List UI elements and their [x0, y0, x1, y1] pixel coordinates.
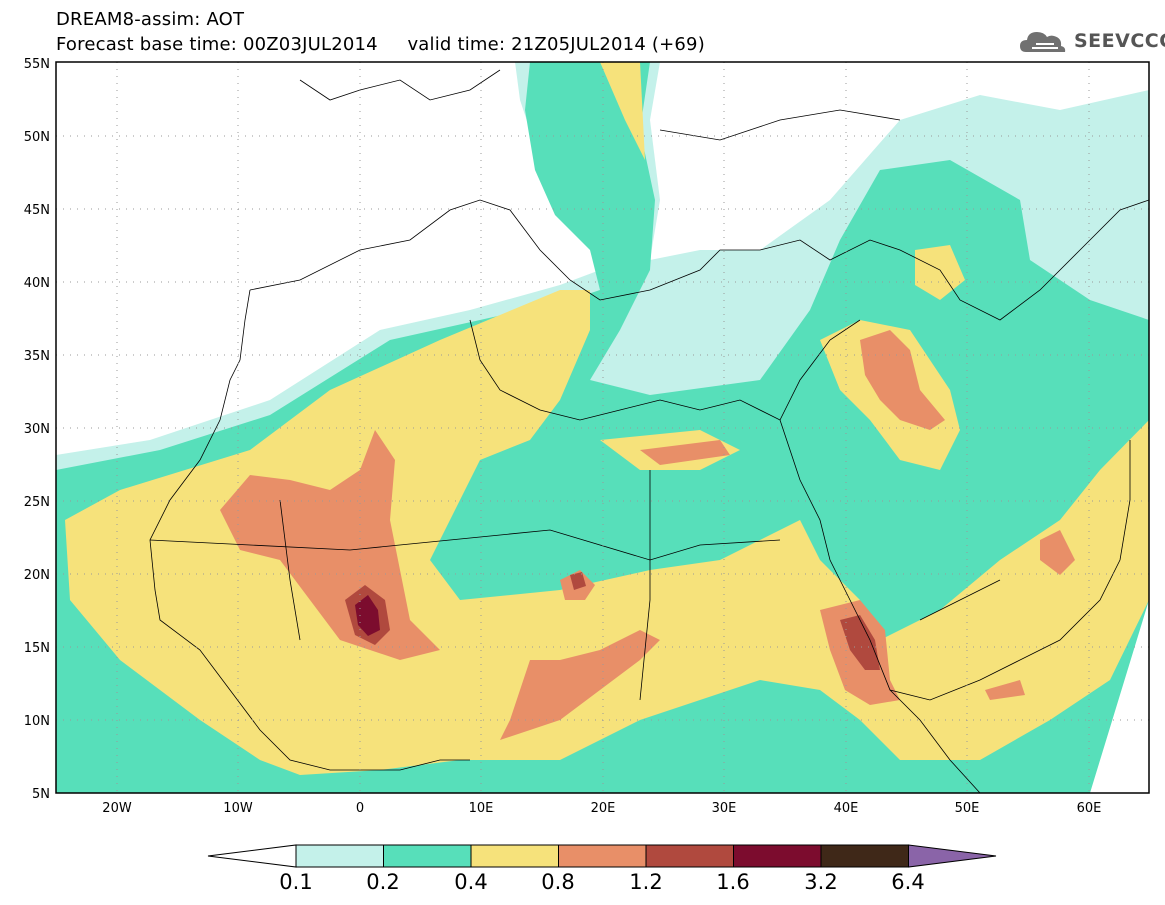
colorbar-level-label: 3.2: [804, 870, 838, 894]
lat-tick-label: 20N: [24, 568, 50, 583]
colorbar-swatch: [645, 844, 734, 868]
colorbar-swatch: [383, 844, 472, 868]
lon-tick-label: 0: [356, 801, 364, 816]
lat-tick-label: 35N: [24, 349, 50, 364]
lon-tick-label: 20E: [591, 801, 616, 816]
colorbar-level-label: 1.6: [716, 870, 750, 894]
colorbar: [207, 844, 997, 868]
colorbar-swatch: [558, 844, 647, 868]
colorbar-swatch: [820, 844, 909, 868]
coastlines: [149, 69, 1149, 793]
colorbar-low-arrow: [207, 844, 297, 868]
lat-tick-label: 45N: [24, 203, 50, 218]
lon-tick-label: 50E: [955, 801, 980, 816]
longitude-axis: 20W 10W 0 10E 20E 30E 40E 50E 60E: [102, 801, 1101, 816]
lat-tick-label: 25N: [24, 495, 50, 510]
colorbar-level-label: 0.4: [454, 870, 488, 894]
colorbar-level-label: 0.1: [279, 870, 313, 894]
lat-tick-label: 15N: [24, 641, 50, 656]
colorbar-high-arrow: [908, 844, 997, 868]
seevccc-logo: SEEVCCC: [1074, 30, 1165, 52]
lat-tick-label: 50N: [24, 130, 50, 145]
colorbar-swatch: [470, 844, 559, 868]
graticule: [56, 62, 1149, 793]
cloud-icon: [1020, 32, 1066, 52]
lon-tick-label: 10W: [223, 801, 253, 816]
colorbar-swatch: [733, 844, 822, 868]
lon-tick-label: 40E: [834, 801, 859, 816]
lat-tick-label: 10N: [24, 714, 50, 729]
colorbar-level-label: 0.2: [366, 870, 400, 894]
latitude-axis: 5N 10N 15N 20N 25N 30N 35N 40N 45N 50N 5…: [24, 57, 50, 802]
lat-tick-label: 30N: [24, 422, 50, 437]
aot-field-1-6: [355, 595, 380, 636]
lon-tick-label: 30E: [712, 801, 737, 816]
lat-tick-label: 40N: [24, 276, 50, 291]
lat-tick-label: 5N: [32, 787, 50, 802]
colorbar-swatch: [295, 844, 384, 868]
colorbar-level-label: 6.4: [891, 870, 925, 894]
lon-tick-label: 60E: [1077, 801, 1102, 816]
lon-tick-label: 20W: [102, 801, 132, 816]
forecast-time-subtitle: Forecast base time: 00Z03JUL2014 valid t…: [56, 34, 705, 55]
lon-tick-label: 10E: [469, 801, 494, 816]
lat-tick-label: 55N: [24, 57, 50, 72]
colorbar-level-label: 0.8: [541, 870, 575, 894]
map-frame: [55, 61, 1150, 794]
colorbar-level-label: 1.2: [629, 870, 663, 894]
chart-title: DREAM8-assim: AOT: [56, 9, 245, 30]
